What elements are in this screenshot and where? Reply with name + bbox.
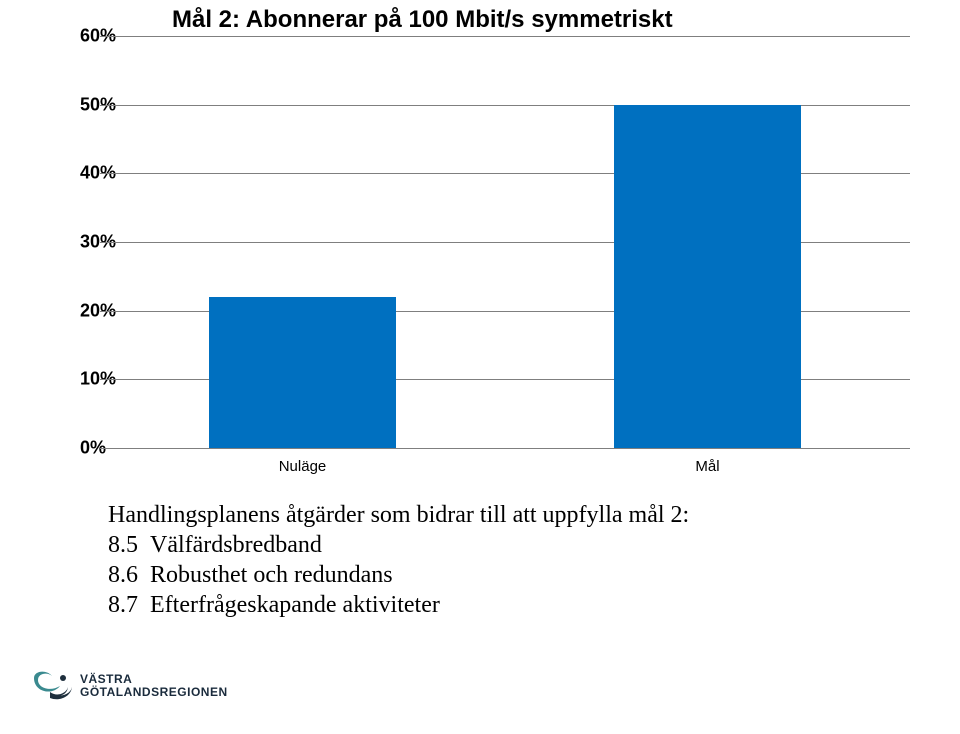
bar-mal bbox=[614, 105, 800, 448]
gridline bbox=[100, 36, 910, 37]
body-item-2: 8.6 Robusthet och redundans bbox=[108, 560, 689, 590]
xlabel-nulage: Nuläge bbox=[253, 458, 353, 475]
chart-title: Mål 2: Abonnerar på 100 Mbit/s symmetris… bbox=[172, 6, 673, 34]
item-text: Robusthet och redundans bbox=[150, 562, 393, 588]
logo-line2: GÖTALANDSREGIONEN bbox=[80, 686, 228, 699]
item-text: Efterfrågeskapande aktiviteter bbox=[150, 592, 440, 618]
item-num: 8.5 bbox=[108, 532, 138, 558]
logo-text: VÄSTRA GÖTALANDSREGIONEN bbox=[80, 673, 228, 698]
gridline bbox=[100, 448, 910, 449]
item-num: 8.7 bbox=[108, 592, 138, 618]
body-item-3: 8.7 Efterfrågeskapande aktiviteter bbox=[108, 590, 689, 620]
chart-plot bbox=[100, 36, 910, 448]
bar-nulage bbox=[209, 297, 395, 448]
body-text: Handlingsplanens åtgärder som bidrar til… bbox=[108, 500, 689, 620]
logo: VÄSTRA GÖTALANDSREGIONEN bbox=[30, 668, 228, 704]
body-item-1: 8.5 Välfärdsbredband bbox=[108, 530, 689, 560]
body-heading: Handlingsplanens åtgärder som bidrar til… bbox=[108, 500, 689, 530]
item-text: Välfärdsbredband bbox=[150, 532, 322, 558]
item-num: 8.6 bbox=[108, 562, 138, 588]
xlabel-mal: Mål bbox=[658, 458, 758, 475]
slide: Mål 2: Abonnerar på 100 Mbit/s symmetris… bbox=[0, 0, 960, 734]
logo-mark-icon bbox=[30, 668, 74, 704]
